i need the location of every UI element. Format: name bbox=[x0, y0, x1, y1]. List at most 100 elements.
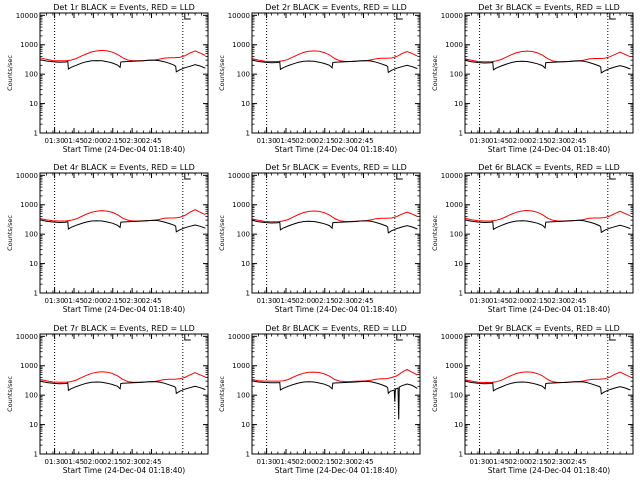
x-tick-label: 01:30 bbox=[257, 137, 277, 145]
x-tick-label: 01:30 bbox=[470, 297, 490, 305]
lld-rate-line bbox=[464, 209, 631, 222]
detector-panel-4: Det 4r BLACK = Events, RED = LLD 1 10 100 10… bbox=[6, 163, 209, 314]
y-tick-label: 100 bbox=[450, 231, 463, 239]
x-tick-label: 02:15 bbox=[103, 297, 123, 305]
y-tick-label: 100 bbox=[237, 392, 250, 400]
x-axis-label: Start Time (24-Dec-04 01:18:40) bbox=[63, 145, 185, 154]
y-tick-label: 10 bbox=[454, 421, 463, 429]
x-axis-label: Start Time (24-Dec-04 01:18:40) bbox=[488, 145, 610, 154]
x-tick-label: 02:30 bbox=[122, 137, 142, 145]
x-tick-label: 02:00 bbox=[83, 458, 103, 466]
panel-title: Det 4r BLACK = Events, RED = LLD bbox=[53, 163, 195, 172]
y-axis-label: Counts/sec bbox=[431, 55, 439, 91]
y-tick-label: 1 bbox=[34, 130, 38, 138]
detector-panel-8: Det 8r BLACK = Events, RED = LLD 1 10 100 10… bbox=[218, 324, 421, 475]
events-rate-line bbox=[464, 380, 631, 395]
x-tick-label: 02:30 bbox=[334, 137, 354, 145]
y-tick-label: 1000 bbox=[445, 41, 463, 49]
events-rate-line bbox=[39, 219, 206, 233]
panel-title: Det 5r BLACK = Events, RED = LLD bbox=[265, 163, 407, 172]
x-tick-label: 01:30 bbox=[45, 458, 65, 466]
x-tick-label: 02:15 bbox=[528, 297, 548, 305]
detector-panel-7: Det 7r BLACK = Events, RED = LLD 1 10 100 10… bbox=[6, 324, 209, 475]
y-tick-label: 1000 bbox=[232, 201, 250, 209]
x-tick-label: 01:45 bbox=[64, 458, 84, 466]
x-tick-label: 02:15 bbox=[528, 137, 548, 145]
y-axis-label: Counts/sec bbox=[6, 376, 14, 412]
x-tick-label: 01:30 bbox=[257, 297, 277, 305]
panel-title: Det 3r BLACK = Events, RED = LLD bbox=[478, 3, 620, 12]
y-tick-label: 10 bbox=[454, 260, 463, 268]
x-tick-label: 02:15 bbox=[528, 458, 548, 466]
y-tick-label: 10000 bbox=[228, 172, 250, 180]
x-tick-label: 01:45 bbox=[489, 137, 509, 145]
x-tick-label: 02:45 bbox=[141, 458, 161, 466]
y-tick-label: 10 bbox=[29, 100, 38, 108]
y-tick-label: 100 bbox=[450, 392, 463, 400]
lld-rate-line bbox=[39, 49, 206, 62]
interval-bracket-icon bbox=[609, 13, 616, 20]
y-tick-label: 1 bbox=[34, 290, 38, 298]
x-axis-label: Start Time (24-Dec-04 01:18:40) bbox=[63, 305, 185, 314]
x-tick-label: 01:45 bbox=[276, 297, 296, 305]
x-tick-label: 02:45 bbox=[353, 137, 373, 145]
events-rate-line bbox=[39, 59, 206, 73]
interval-bracket-icon bbox=[184, 173, 191, 180]
y-tick-label: 1000 bbox=[445, 201, 463, 209]
x-tick-label: 02:30 bbox=[547, 458, 567, 466]
detector-panel-9: Det 9r BLACK = Events, RED = LLD 1 10 100 10… bbox=[431, 324, 634, 475]
x-tick-label: 02:00 bbox=[295, 137, 315, 145]
lld-rate-line bbox=[251, 50, 418, 62]
events-rate-line bbox=[251, 380, 418, 420]
y-tick-label: 10000 bbox=[441, 12, 463, 20]
x-tick-label: 02:00 bbox=[295, 297, 315, 305]
x-axis-label: Start Time (24-Dec-04 01:18:40) bbox=[488, 305, 610, 314]
x-tick-label: 02:45 bbox=[353, 297, 373, 305]
x-tick-label: 02:45 bbox=[141, 137, 161, 145]
events-rate-line bbox=[251, 219, 418, 234]
y-tick-label: 10000 bbox=[16, 333, 38, 341]
x-tick-label: 02:30 bbox=[122, 458, 142, 466]
events-rate-line bbox=[39, 380, 206, 395]
interval-bracket-icon bbox=[609, 334, 616, 341]
lld-rate-line bbox=[251, 368, 418, 383]
panel-title: Det 1r BLACK = Events, RED = LLD bbox=[53, 3, 195, 12]
y-tick-label: 100 bbox=[237, 231, 250, 239]
y-tick-label: 1000 bbox=[20, 362, 38, 370]
x-tick-label: 02:15 bbox=[103, 458, 123, 466]
events-rate-line bbox=[251, 59, 418, 74]
x-tick-label: 01:45 bbox=[276, 137, 296, 145]
x-tick-label: 01:30 bbox=[470, 137, 490, 145]
y-tick-label: 1 bbox=[459, 290, 463, 298]
x-tick-label: 02:30 bbox=[334, 297, 354, 305]
x-tick-label: 01:45 bbox=[489, 458, 509, 466]
panel-title: Det 6r BLACK = Events, RED = LLD bbox=[478, 163, 620, 172]
detector-panel-6: Det 6r BLACK = Events, RED = LLD 1 10 100 10… bbox=[431, 163, 634, 314]
y-tick-label: 1 bbox=[459, 451, 463, 459]
y-tick-label: 10000 bbox=[441, 333, 463, 341]
x-axis-label: Start Time (24-Dec-04 01:18:40) bbox=[275, 145, 397, 154]
x-tick-label: 02:30 bbox=[547, 137, 567, 145]
detector-panel-3: Det 3r BLACK = Events, RED = LLD 1 10 100 10… bbox=[431, 3, 634, 154]
y-tick-label: 100 bbox=[25, 71, 38, 79]
detector-panel-2: Det 2r BLACK = Events, RED = LLD 1 10 100 10… bbox=[218, 3, 421, 154]
y-tick-label: 10000 bbox=[228, 333, 250, 341]
x-axis-label: Start Time (24-Dec-04 01:18:40) bbox=[275, 305, 397, 314]
lld-rate-line bbox=[464, 371, 631, 383]
x-tick-label: 02:45 bbox=[566, 297, 586, 305]
interval-bracket-icon bbox=[396, 334, 403, 341]
interval-bracket-icon bbox=[396, 13, 403, 20]
x-axis-label: Start Time (24-Dec-04 01:18:40) bbox=[275, 466, 397, 475]
x-tick-label: 02:45 bbox=[141, 297, 161, 305]
y-axis-label: Counts/sec bbox=[431, 376, 439, 412]
x-tick-label: 02:30 bbox=[122, 297, 142, 305]
panel-title: Det 9r BLACK = Events, RED = LLD bbox=[478, 324, 620, 333]
x-tick-label: 02:00 bbox=[295, 458, 315, 466]
x-tick-label: 02:00 bbox=[508, 137, 528, 145]
y-tick-label: 1000 bbox=[232, 362, 250, 370]
x-tick-label: 02:00 bbox=[83, 137, 103, 145]
y-tick-label: 10000 bbox=[228, 12, 250, 20]
lld-rate-line bbox=[464, 50, 631, 63]
x-tick-label: 01:30 bbox=[45, 137, 65, 145]
y-tick-label: 10 bbox=[29, 421, 38, 429]
